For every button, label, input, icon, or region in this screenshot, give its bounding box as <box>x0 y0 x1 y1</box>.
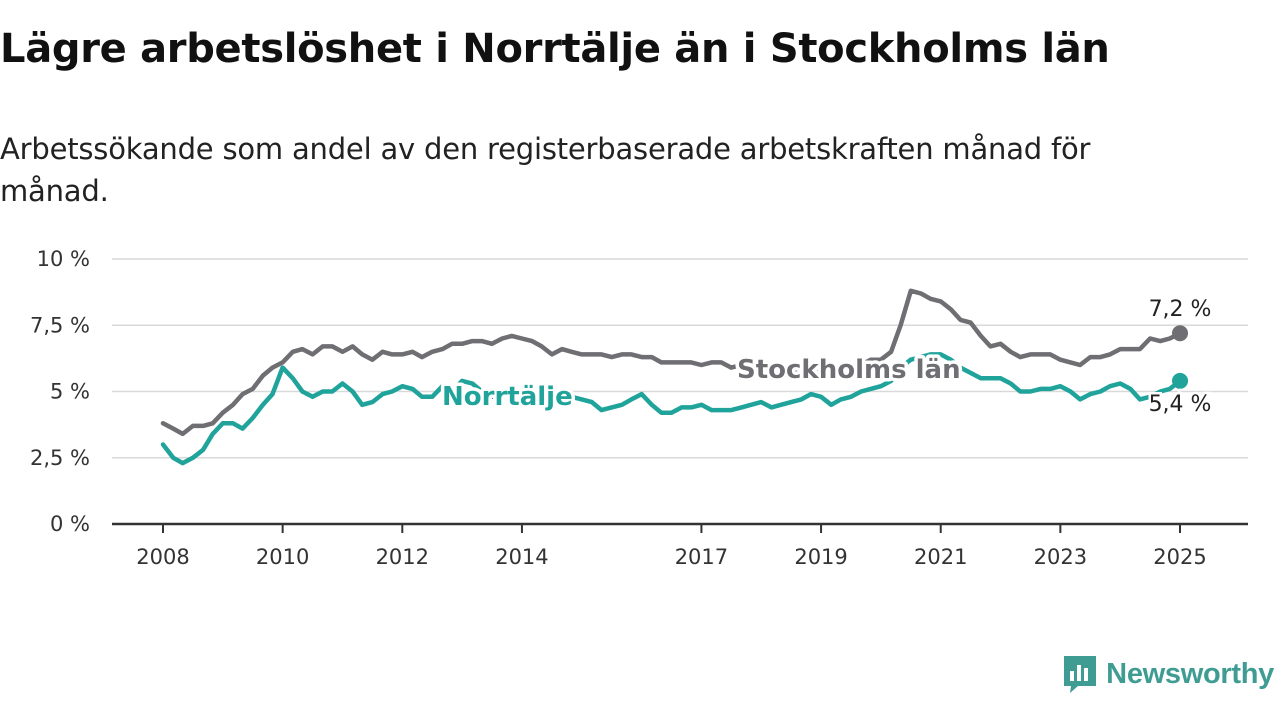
x-tick-label: 2010 <box>256 545 309 569</box>
end-value-label-stockholms-l-n: 7,2 % <box>1149 297 1212 322</box>
y-tick-label: 10 % <box>37 247 90 271</box>
gridlines <box>112 258 1248 459</box>
series-line-norrt-lje <box>160 352 1183 466</box>
series-label-norrt-lje: Norrtälje <box>442 382 573 412</box>
y-tick-label: 0 % <box>50 512 90 536</box>
x-tick-label: 2021 <box>914 545 967 569</box>
brand-name: Newsworthy <box>1106 657 1274 690</box>
end-point-stockholms-l-n <box>1172 325 1189 342</box>
series-label-stockholms-l-n: Stockholms län <box>737 355 961 385</box>
y-tick-label: 7,5 % <box>30 313 90 337</box>
x-tick-label: 2014 <box>495 545 548 569</box>
x-tick-label: 2017 <box>675 545 728 569</box>
y-tick-label: 2,5 % <box>30 446 90 470</box>
x-tick-label: 2012 <box>376 545 429 569</box>
y-axis: 0 % 2,5 % 5 % 7,5 % 10 % <box>30 247 90 536</box>
chart-subtitle: Arbetssökande som andel av den registerb… <box>0 132 1091 208</box>
x-tick-label: 2019 <box>794 545 847 569</box>
x-axis: 2008 2010 2012 2014 2017 2019 2021 2023 2025 <box>112 522 1248 569</box>
x-tick-label: 2025 <box>1153 545 1206 569</box>
end-point-norrt-lje <box>1172 372 1189 389</box>
y-tick-label: 5 % <box>50 380 90 404</box>
plot-area <box>160 288 1189 466</box>
newsworthy-brand: Newsworthy <box>1062 654 1274 694</box>
newsworthy-logo-icon <box>1064 656 1097 693</box>
end-value-label-norrt-lje: 5,4 % <box>1149 392 1212 417</box>
chart-title: Lägre arbetslöshet i Norrtälje än i Stoc… <box>0 26 1110 72</box>
x-tick-label: 2023 <box>1034 545 1087 569</box>
series-labels: Stockholms län 7,2 % Norrtälje 5,4 % <box>439 295 1214 420</box>
line-chart: 0 % 2,5 % 5 % 7,5 % 10 % 2008 2010 2012 2014 201… <box>30 247 1248 569</box>
series-line-stockholms-l-n <box>160 288 1183 437</box>
x-tick-label: 2008 <box>136 545 189 569</box>
